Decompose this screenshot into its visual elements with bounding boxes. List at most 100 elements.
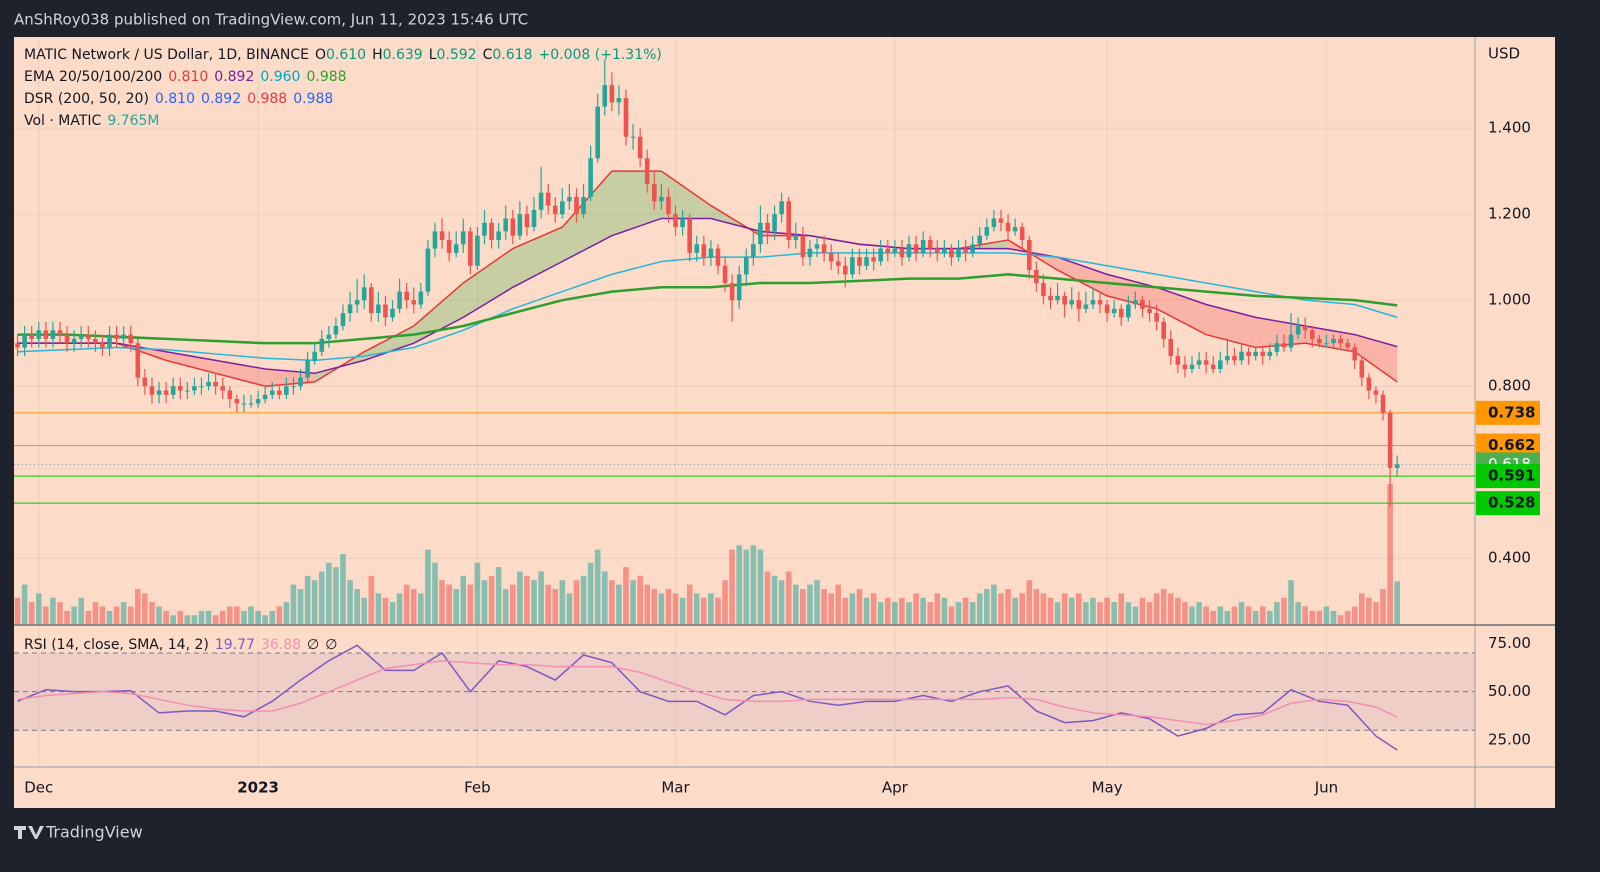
candle-body [234,399,240,404]
y-tick-label: 1.400 [1488,119,1531,137]
volume-bar [1061,593,1068,624]
volume-bar [715,597,721,624]
candle-body [623,98,629,137]
volume-bar [1252,610,1259,624]
publisher: AnShRoy038 published on TradingView.com,… [14,11,528,29]
volume-bar [226,606,233,624]
candle-body [15,343,20,348]
candle-body [93,338,98,344]
candle-body [57,330,63,335]
volume-bar [425,549,431,624]
volume-bar [276,606,283,624]
volume-bar [446,584,452,624]
candle-body [659,196,664,202]
volume-bar [517,571,523,624]
candle-body [651,184,657,202]
candle-body [411,300,417,305]
candle-body [404,291,409,301]
legend-value: 36.88 [260,637,302,653]
candle-body [192,386,197,391]
candle-body [277,390,282,395]
candle-body [1288,334,1294,348]
volume-bar [1189,606,1195,624]
volume-bar [509,584,516,624]
ema-line [17,217,1398,375]
candle-body [1295,325,1301,335]
candle-body [43,330,49,339]
volume-bar [241,610,247,624]
volume-bar [870,593,877,624]
volume-bar [439,580,445,624]
x-tick-label: Feb [464,779,491,797]
volume-bar [382,597,389,624]
candle-body [1260,351,1266,357]
candle-body [1104,304,1110,314]
volume-bar [524,575,530,624]
candle-body [560,201,565,215]
candle-body [199,386,204,388]
legend-value: 0.988 [247,91,288,107]
y-tick-label: 25.00 [1488,730,1531,748]
candle-body [36,330,42,339]
candle-body [680,218,685,228]
candle-body [1090,300,1096,305]
candle-body [368,287,374,314]
volume-bar [1274,602,1280,624]
volume-bar [99,606,106,624]
x-tick-label: Mar [661,779,690,797]
candle-body [977,235,983,245]
volume-bar [1068,597,1075,624]
candle-body [390,308,395,318]
candle-body [758,222,763,245]
volume-bar [354,589,360,624]
volume-bar [149,602,155,624]
level-label: 0.738 [1488,403,1535,421]
candle-body [722,265,728,283]
volume-bar [1351,606,1358,624]
rsi-legend: RSI (14, close, SMA, 14, 2) 19.77 36.88 ∅ ∅ [24,634,343,656]
candle-body [892,248,898,253]
volume-bar [1097,602,1103,624]
candle-body [510,218,516,236]
candle-body [1062,295,1067,305]
volume-bar [177,610,184,624]
volume-bar [14,597,21,624]
candle-body [637,136,643,159]
volume-bar [1316,610,1323,624]
volume-bar [127,606,134,624]
dsr-fill [463,248,513,318]
volume-bar [1047,597,1054,624]
volume-bar [821,589,827,624]
volume-bar [693,593,700,624]
ema-line [17,273,1398,345]
legend-value: 0.639 [382,47,423,63]
candle-body [743,257,749,275]
candle-body [1267,351,1273,357]
volume-bar [198,610,205,624]
candle-body [135,343,141,378]
volume-bar [1245,606,1252,624]
candle-body [1111,308,1117,314]
dsr-fill [1354,334,1398,382]
volume-bar [297,589,304,624]
legend-title: DSR (200, 50, 20) [24,91,149,107]
level-label-box [1476,400,1540,425]
volume-bar [403,584,410,624]
volume-bar [1196,602,1202,624]
volume-bar [778,580,785,624]
candle-body [1034,270,1039,283]
candle-body [729,282,735,301]
volume-bar [502,589,509,624]
volume-bar [1337,615,1344,624]
volume-bar [142,593,148,624]
candle-body [305,360,310,378]
candle-body [687,218,692,253]
candle-body [552,205,558,215]
candle-body [1126,304,1131,318]
dsr-fill [562,171,612,262]
legend-title: RSI (14, close, SMA, 14, 2) [24,637,209,653]
dsr-fill [413,282,464,344]
candle-body [29,334,34,339]
volume-bar [679,597,686,624]
candle-body [1161,321,1166,339]
